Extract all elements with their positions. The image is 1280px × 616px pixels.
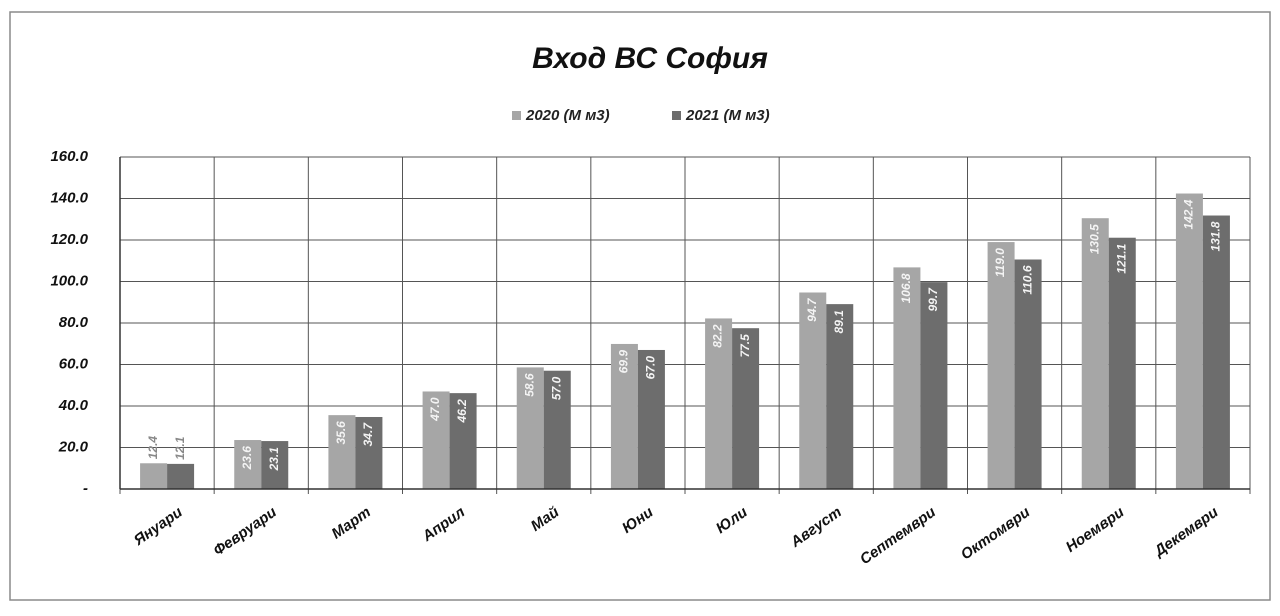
value-label: 12.4 [146,436,160,460]
bar [516,367,544,489]
y-tick-label: 40.0 [58,397,89,414]
value-label: 94.7 [805,297,819,322]
bar [234,440,262,489]
value-label: 121.1 [1114,243,1128,273]
value-label: 12.1 [173,436,187,460]
bar [610,343,638,489]
bar [355,416,383,489]
value-label: 47.0 [428,397,442,422]
value-label: 119.0 [993,248,1007,277]
bar [167,463,195,489]
bar [705,318,733,489]
y-tick-label: 140.0 [50,189,88,206]
legend-label: 2020 (М м3) [525,107,610,124]
value-label: 46.2 [455,399,469,424]
bar [732,328,760,489]
value-label: 69.9 [617,350,631,374]
y-tick-label: 60.0 [59,355,89,372]
value-label: 106.8 [899,273,913,303]
y-tick-label: 20.0 [58,438,89,455]
value-label: 130.5 [1087,224,1101,254]
value-label: 142.4 [1182,199,1196,229]
bar [893,267,921,489]
value-label: 35.6 [334,421,348,445]
value-label: 67.0 [644,356,658,380]
y-tick-label: 160.0 [50,148,88,165]
bar [543,370,571,489]
y-tick-label: - [83,480,88,497]
bar [328,415,356,489]
value-label: 110.6 [1020,265,1034,294]
y-tick-label: 100.0 [50,272,88,289]
bar [1202,215,1230,489]
bar [1108,237,1136,489]
bar [799,292,827,489]
bar [1081,218,1109,489]
bar [1014,259,1042,489]
bar [422,391,450,489]
value-label: 34.7 [361,422,375,447]
bar [987,242,1015,489]
legend-swatch [512,111,521,120]
value-label: 23.1 [267,447,281,472]
bar [637,349,665,489]
value-label: 99.7 [926,287,940,312]
legend-swatch [672,111,681,120]
bar [449,393,477,489]
y-tick-label: 120.0 [50,231,88,248]
bar [920,282,948,489]
bar [261,441,289,489]
chart-title: Вход ВС София [532,42,768,75]
bar [140,463,168,489]
value-label: 57.0 [549,376,563,400]
value-label: 131.8 [1209,221,1223,251]
value-label: 58.6 [522,373,536,397]
bar [1175,193,1203,489]
bar [826,304,854,489]
value-label: 89.1 [832,310,846,334]
value-label: 77.5 [738,334,752,358]
legend-label: 2021 (М м3) [685,107,770,124]
y-tick-label: 80.0 [59,314,89,331]
value-label: 82.2 [711,324,725,348]
chart-frame [9,11,1271,601]
value-label: 23.6 [240,446,254,471]
